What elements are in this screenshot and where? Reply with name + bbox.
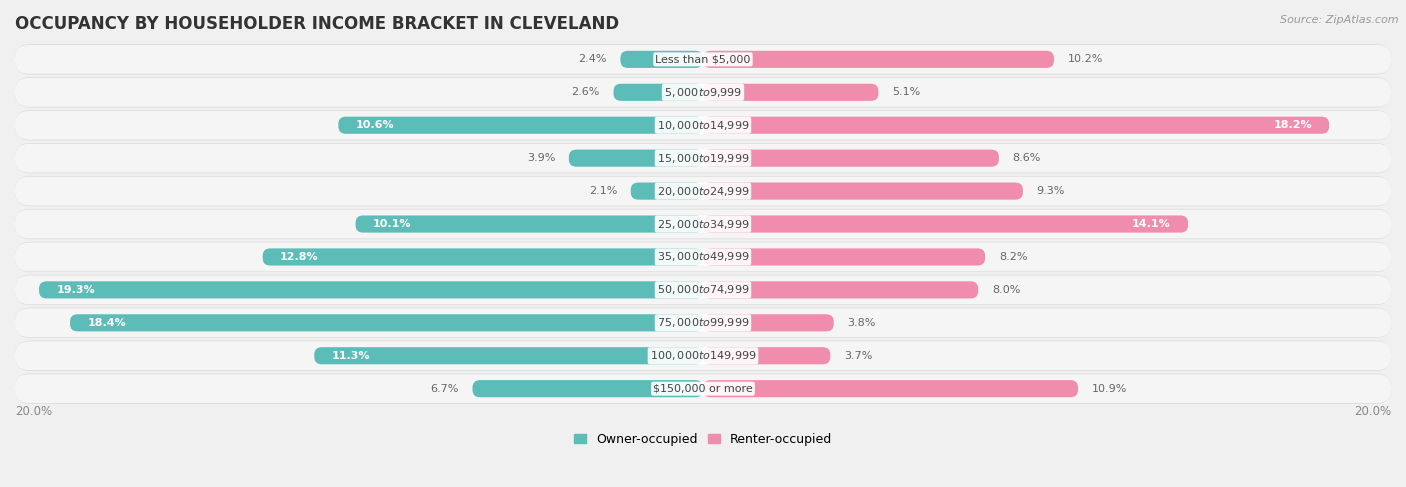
Legend: Owner-occupied, Renter-occupied: Owner-occupied, Renter-occupied bbox=[574, 433, 832, 446]
FancyBboxPatch shape bbox=[15, 44, 1391, 75]
Text: $100,000 to $149,999: $100,000 to $149,999 bbox=[650, 349, 756, 362]
FancyBboxPatch shape bbox=[15, 275, 1391, 305]
Text: 8.0%: 8.0% bbox=[993, 285, 1021, 295]
Text: 14.1%: 14.1% bbox=[1132, 219, 1171, 229]
FancyBboxPatch shape bbox=[15, 374, 1391, 403]
FancyBboxPatch shape bbox=[15, 110, 1391, 140]
FancyBboxPatch shape bbox=[15, 374, 1391, 404]
Text: 2.4%: 2.4% bbox=[578, 55, 606, 64]
FancyBboxPatch shape bbox=[703, 380, 1078, 397]
FancyBboxPatch shape bbox=[472, 380, 703, 397]
FancyBboxPatch shape bbox=[15, 308, 1391, 338]
FancyBboxPatch shape bbox=[15, 111, 1391, 140]
Text: 8.2%: 8.2% bbox=[998, 252, 1028, 262]
Text: Source: ZipAtlas.com: Source: ZipAtlas.com bbox=[1281, 15, 1399, 25]
FancyBboxPatch shape bbox=[339, 117, 703, 134]
Text: 10.6%: 10.6% bbox=[356, 120, 394, 130]
FancyBboxPatch shape bbox=[15, 143, 1391, 173]
FancyBboxPatch shape bbox=[315, 347, 703, 364]
Text: 2.6%: 2.6% bbox=[571, 87, 600, 97]
Text: $50,000 to $74,999: $50,000 to $74,999 bbox=[657, 283, 749, 297]
FancyBboxPatch shape bbox=[703, 248, 986, 265]
FancyBboxPatch shape bbox=[15, 45, 1391, 74]
FancyBboxPatch shape bbox=[703, 215, 1188, 233]
FancyBboxPatch shape bbox=[15, 340, 1391, 371]
FancyBboxPatch shape bbox=[15, 77, 1391, 108]
Text: 3.7%: 3.7% bbox=[844, 351, 872, 361]
FancyBboxPatch shape bbox=[703, 117, 1329, 134]
FancyBboxPatch shape bbox=[703, 51, 1054, 68]
Text: $25,000 to $34,999: $25,000 to $34,999 bbox=[657, 218, 749, 230]
Text: $15,000 to $19,999: $15,000 to $19,999 bbox=[657, 151, 749, 165]
Text: 18.2%: 18.2% bbox=[1274, 120, 1312, 130]
Text: 6.7%: 6.7% bbox=[430, 384, 458, 393]
Text: 2.1%: 2.1% bbox=[589, 186, 617, 196]
FancyBboxPatch shape bbox=[703, 347, 831, 364]
FancyBboxPatch shape bbox=[613, 84, 703, 101]
Text: $5,000 to $9,999: $5,000 to $9,999 bbox=[664, 86, 742, 99]
FancyBboxPatch shape bbox=[703, 150, 998, 167]
Text: 20.0%: 20.0% bbox=[15, 405, 52, 418]
Text: $20,000 to $24,999: $20,000 to $24,999 bbox=[657, 185, 749, 198]
FancyBboxPatch shape bbox=[15, 177, 1391, 206]
Text: $35,000 to $49,999: $35,000 to $49,999 bbox=[657, 250, 749, 263]
Text: 9.3%: 9.3% bbox=[1036, 186, 1066, 196]
Text: 3.9%: 3.9% bbox=[527, 153, 555, 163]
FancyBboxPatch shape bbox=[15, 243, 1391, 271]
Text: 19.3%: 19.3% bbox=[56, 285, 94, 295]
Text: 12.8%: 12.8% bbox=[280, 252, 319, 262]
Text: 11.3%: 11.3% bbox=[332, 351, 370, 361]
FancyBboxPatch shape bbox=[703, 84, 879, 101]
FancyBboxPatch shape bbox=[15, 308, 1391, 337]
FancyBboxPatch shape bbox=[620, 51, 703, 68]
FancyBboxPatch shape bbox=[15, 242, 1391, 272]
Text: $75,000 to $99,999: $75,000 to $99,999 bbox=[657, 317, 749, 329]
Text: Less than $5,000: Less than $5,000 bbox=[655, 55, 751, 64]
FancyBboxPatch shape bbox=[39, 281, 703, 299]
FancyBboxPatch shape bbox=[703, 281, 979, 299]
FancyBboxPatch shape bbox=[15, 176, 1391, 206]
FancyBboxPatch shape bbox=[356, 215, 703, 233]
FancyBboxPatch shape bbox=[15, 209, 1391, 239]
Text: 20.0%: 20.0% bbox=[1354, 405, 1391, 418]
FancyBboxPatch shape bbox=[631, 183, 703, 200]
Text: 10.9%: 10.9% bbox=[1091, 384, 1128, 393]
Text: $150,000 or more: $150,000 or more bbox=[654, 384, 752, 393]
FancyBboxPatch shape bbox=[70, 314, 703, 331]
Text: 10.2%: 10.2% bbox=[1067, 55, 1104, 64]
FancyBboxPatch shape bbox=[15, 275, 1391, 304]
FancyBboxPatch shape bbox=[15, 78, 1391, 107]
FancyBboxPatch shape bbox=[703, 183, 1024, 200]
Text: 10.1%: 10.1% bbox=[373, 219, 412, 229]
Text: $10,000 to $14,999: $10,000 to $14,999 bbox=[657, 119, 749, 131]
FancyBboxPatch shape bbox=[15, 209, 1391, 239]
Text: 5.1%: 5.1% bbox=[893, 87, 921, 97]
FancyBboxPatch shape bbox=[703, 314, 834, 331]
Text: 8.6%: 8.6% bbox=[1012, 153, 1040, 163]
FancyBboxPatch shape bbox=[569, 150, 703, 167]
FancyBboxPatch shape bbox=[263, 248, 703, 265]
FancyBboxPatch shape bbox=[15, 341, 1391, 370]
FancyBboxPatch shape bbox=[15, 144, 1391, 173]
Text: OCCUPANCY BY HOUSEHOLDER INCOME BRACKET IN CLEVELAND: OCCUPANCY BY HOUSEHOLDER INCOME BRACKET … bbox=[15, 15, 619, 33]
Text: 3.8%: 3.8% bbox=[848, 318, 876, 328]
Text: 18.4%: 18.4% bbox=[87, 318, 127, 328]
